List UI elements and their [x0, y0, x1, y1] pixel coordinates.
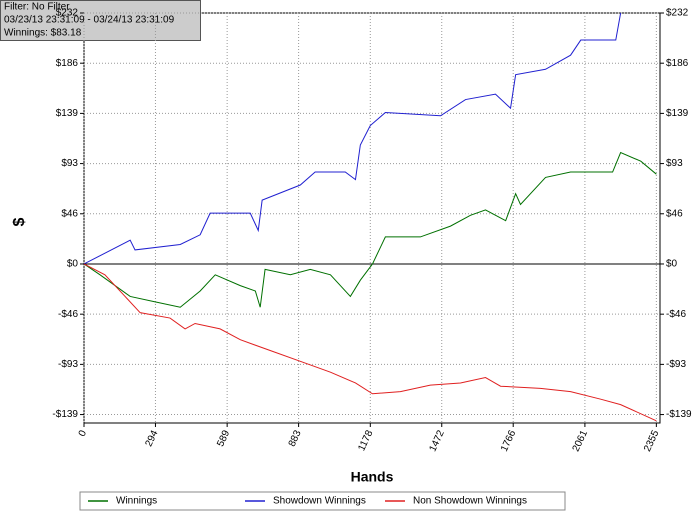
- y2-tick-label: $93: [666, 158, 683, 169]
- y-tick-label: $46: [61, 208, 78, 219]
- y2-tick-label: $0: [666, 259, 678, 270]
- x-tick-label: 589: [215, 428, 232, 448]
- x-tick-label: 0: [77, 428, 90, 438]
- info-text: Filter: No Filter: [4, 2, 70, 13]
- x-tick-label: 294: [144, 428, 161, 448]
- y2-tick-label: $46: [666, 208, 683, 219]
- y-tick-label: -$93: [58, 359, 78, 370]
- y-tick-label: $93: [61, 158, 78, 169]
- y2-tick-label: -$93: [666, 359, 686, 370]
- y-tick-label: $139: [56, 108, 79, 119]
- y-tick-label: $0: [67, 259, 79, 270]
- y2-tick-label: $232: [666, 8, 689, 19]
- x-tick-label: 1178: [356, 428, 375, 453]
- info-text: 03/23/13 23:31:09 - 03/24/13 23:31:09: [4, 15, 175, 26]
- y2-tick-label: $139: [666, 108, 689, 119]
- info-box: [0, 0, 201, 41]
- y2-tick-label: -$46: [666, 309, 686, 320]
- y-tick-label: -$139: [52, 409, 78, 420]
- x-axis-label: Hands: [351, 469, 394, 485]
- y-tick-label: $186: [56, 58, 79, 69]
- plot-area: [83, 12, 661, 424]
- x-tick-label: 883: [287, 428, 304, 448]
- x-tick-label: 1766: [499, 428, 519, 453]
- series-line: [83, 151, 657, 308]
- x-tick-label: 2061: [571, 428, 591, 453]
- y2-tick-label: -$139: [666, 409, 692, 420]
- legend-label: Showdown Winnings: [273, 496, 366, 507]
- x-tick-label: 2355: [642, 428, 662, 453]
- y2-tick-label: $186: [666, 58, 689, 69]
- info-text: Winnings: $83.18: [4, 28, 82, 39]
- y-tick-label: $232: [56, 8, 79, 19]
- y-axis-label: $: [11, 217, 28, 226]
- legend-label: Winnings: [116, 496, 157, 507]
- series-line: [83, 12, 622, 265]
- legend: [79, 491, 566, 511]
- legend-label: Non Showdown Winnings: [413, 496, 527, 507]
- series-line: [83, 263, 657, 422]
- y-tick-label: -$46: [58, 309, 78, 320]
- x-tick-label: 1472: [427, 428, 447, 453]
